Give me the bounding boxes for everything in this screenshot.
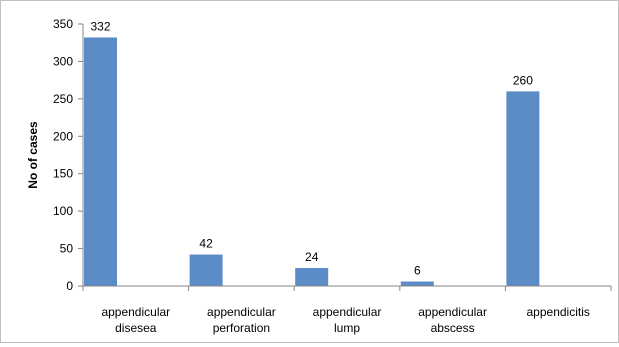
category-label: appendicular xyxy=(313,305,382,319)
category-label: disesea xyxy=(115,321,157,335)
category-label: appendicular xyxy=(207,305,276,319)
data-label: 42 xyxy=(199,237,213,251)
y-tick-label: 200 xyxy=(53,129,73,143)
y-axis-label: No of cases xyxy=(26,121,40,189)
category-label: abscess xyxy=(431,321,475,335)
bars: 332 42 24 6 260 xyxy=(84,19,540,286)
category-label: lump xyxy=(334,321,360,335)
category-label: appendicular xyxy=(101,305,170,319)
data-label: 6 xyxy=(414,264,421,278)
y-tick-label: 100 xyxy=(53,204,73,218)
y-tick-label: 50 xyxy=(60,242,74,256)
x-axis: appendicular disesea appendicular perforati… xyxy=(82,285,612,335)
data-label: 332 xyxy=(90,19,110,33)
bar xyxy=(400,281,434,286)
y-axis: 0 50 100 150 200 250 300 350 xyxy=(53,17,84,293)
y-tick-label: 300 xyxy=(53,54,73,68)
bar xyxy=(295,268,329,286)
y-tick-label: 350 xyxy=(53,17,73,31)
y-tick-label: 0 xyxy=(66,279,73,293)
data-label: 260 xyxy=(513,73,533,87)
bar xyxy=(84,37,117,286)
category-label: appendicular xyxy=(418,305,487,319)
category-label: appendicitis xyxy=(527,305,590,319)
bar-chart: 0 50 100 150 200 250 300 350 332 42 24 6 260 append… xyxy=(26,17,612,335)
bar xyxy=(506,91,540,286)
y-tick-label: 250 xyxy=(53,92,73,106)
y-tick-label: 150 xyxy=(53,167,73,181)
data-label: 24 xyxy=(305,250,319,264)
category-label: perforation xyxy=(213,321,270,335)
bar xyxy=(189,254,223,286)
